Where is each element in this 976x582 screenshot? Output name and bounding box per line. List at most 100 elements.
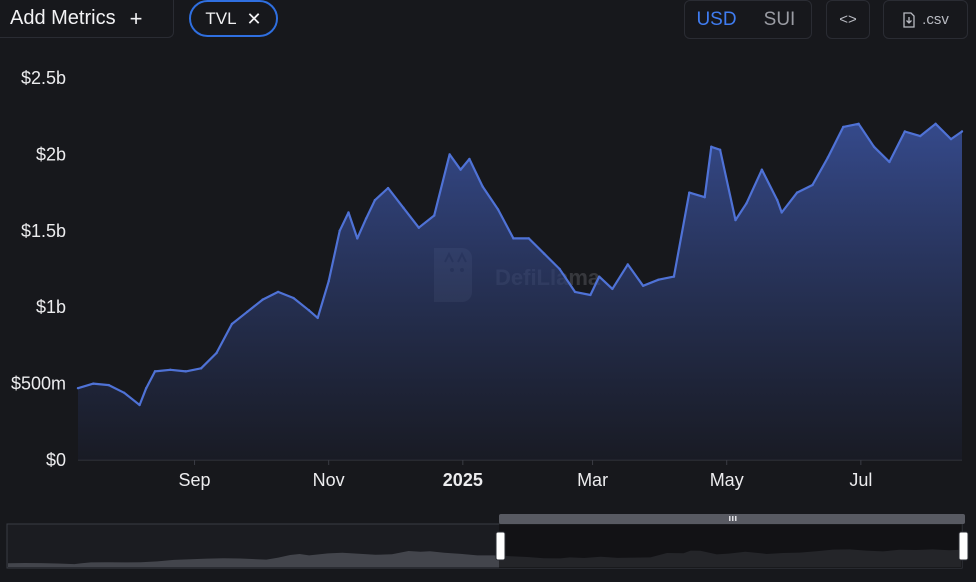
tvl-point — [144, 386, 148, 390]
tvl-point — [122, 391, 126, 394]
tvl-point — [356, 237, 359, 240]
metric-chip-label: TVL — [205, 8, 237, 28]
x-axis: Sep Nov 2025 Mar May Jul — [78, 459, 962, 490]
tvl-point — [776, 199, 779, 202]
tvl-point — [527, 237, 530, 240]
tvl-point — [542, 252, 546, 255]
csv-download-button[interactable]: .csv — [883, 0, 968, 39]
y-tick-label: $2.5b — [21, 68, 66, 88]
tvl-point — [107, 383, 110, 387]
tvl-point — [307, 309, 311, 312]
tvl-point — [316, 316, 319, 320]
tvl-point — [433, 214, 436, 217]
y-tick-label: $1.5b — [21, 221, 66, 241]
tvl-point — [402, 206, 405, 210]
tvl-point — [459, 168, 462, 171]
tvl-point — [842, 125, 845, 129]
tvl-point — [76, 386, 80, 390]
x-tick-label: Mar — [577, 470, 608, 490]
range-handle-left[interactable] — [495, 531, 506, 561]
tvl-point — [611, 287, 614, 291]
download-file-icon — [903, 11, 915, 28]
range-selector-selection — [499, 524, 962, 568]
x-tick-label: 2025 — [443, 470, 483, 490]
tvl-point — [338, 229, 341, 232]
tvl-area — [78, 123, 962, 461]
x-tick-label: Sep — [179, 470, 211, 490]
tvl-point — [745, 202, 748, 205]
tvl-point — [230, 322, 234, 326]
y-tick-label: $0 — [46, 450, 66, 470]
tvl-point — [573, 290, 577, 294]
tvl-point — [138, 403, 141, 407]
tvl-point — [558, 267, 561, 271]
tvl-point — [811, 183, 814, 187]
add-metrics-button[interactable]: Add Metrics + — [0, 0, 174, 38]
tvl-point — [888, 160, 891, 164]
tvl-point — [760, 168, 764, 171]
grip-icon — [729, 516, 737, 521]
tvl-point — [215, 351, 218, 355]
x-tick-label: Nov — [313, 470, 345, 490]
tvl-point — [373, 199, 377, 202]
tvl-point — [481, 185, 484, 188]
tvl-point — [949, 137, 953, 141]
embed-button[interactable]: <> — [826, 0, 870, 39]
currency-option-usd[interactable]: USD — [696, 8, 737, 30]
plus-icon: + — [129, 5, 143, 31]
tvl-point — [734, 218, 737, 222]
y-tick-label: $1b — [36, 297, 66, 317]
tvl-point — [261, 298, 264, 301]
tvl-point — [872, 145, 876, 148]
tvl-point — [199, 367, 203, 370]
tvl-point — [417, 226, 421, 229]
tvl-point — [92, 382, 95, 385]
x-tick-label: May — [710, 470, 744, 490]
code-icon: <> — [839, 11, 857, 28]
x-tick-label: Jul — [849, 470, 872, 490]
tvl-point — [672, 275, 676, 278]
tvl-point — [364, 217, 368, 220]
y-axis: $0 $500m $1b $1.5b $2b $2.5b — [11, 68, 66, 470]
tvl-point — [512, 237, 515, 240]
tvl-point — [703, 195, 706, 199]
tvl-point — [688, 191, 691, 194]
currency-toggle: USD SUI — [684, 0, 812, 39]
tvl-point — [589, 293, 592, 297]
y-tick-label: $500m — [11, 374, 66, 394]
tvl-line — [77, 122, 963, 407]
currency-option-sui[interactable]: SUI — [763, 8, 796, 30]
tvl-point — [857, 122, 860, 126]
tvl-point — [919, 134, 922, 138]
tvl-point — [710, 145, 713, 148]
tvl-point — [169, 368, 172, 372]
tvl-point — [468, 157, 471, 161]
toolbar: Add Metrics + TVL ✕ USD SUI <> .csv — [0, 0, 976, 40]
range-selector[interactable] — [6, 514, 969, 569]
tvl-point — [246, 310, 249, 313]
tvl-points — [76, 122, 964, 407]
tvl-point — [795, 191, 799, 194]
tvl-point — [292, 296, 295, 300]
tvl-point — [934, 122, 937, 126]
tvl-point — [327, 280, 330, 283]
tvl-point — [276, 290, 280, 294]
metric-chip-tvl[interactable]: TVL ✕ — [189, 0, 278, 37]
tvl-point — [153, 370, 157, 373]
tvl-point — [626, 263, 629, 266]
range-handle-right[interactable] — [958, 531, 969, 561]
tvl-point — [448, 153, 451, 156]
tvl-point — [184, 370, 187, 373]
add-metrics-label: Add Metrics — [10, 7, 116, 29]
tvl-point — [718, 148, 722, 152]
tvl-point — [960, 130, 964, 133]
csv-label: .csv — [922, 11, 949, 28]
tvl-point — [597, 275, 601, 278]
tvl-point — [386, 186, 390, 190]
y-tick-label: $2b — [36, 144, 66, 164]
close-icon[interactable]: ✕ — [246, 8, 262, 29]
tvl-point — [496, 208, 500, 211]
tvl-point — [780, 211, 783, 214]
tvl-point — [903, 130, 907, 133]
